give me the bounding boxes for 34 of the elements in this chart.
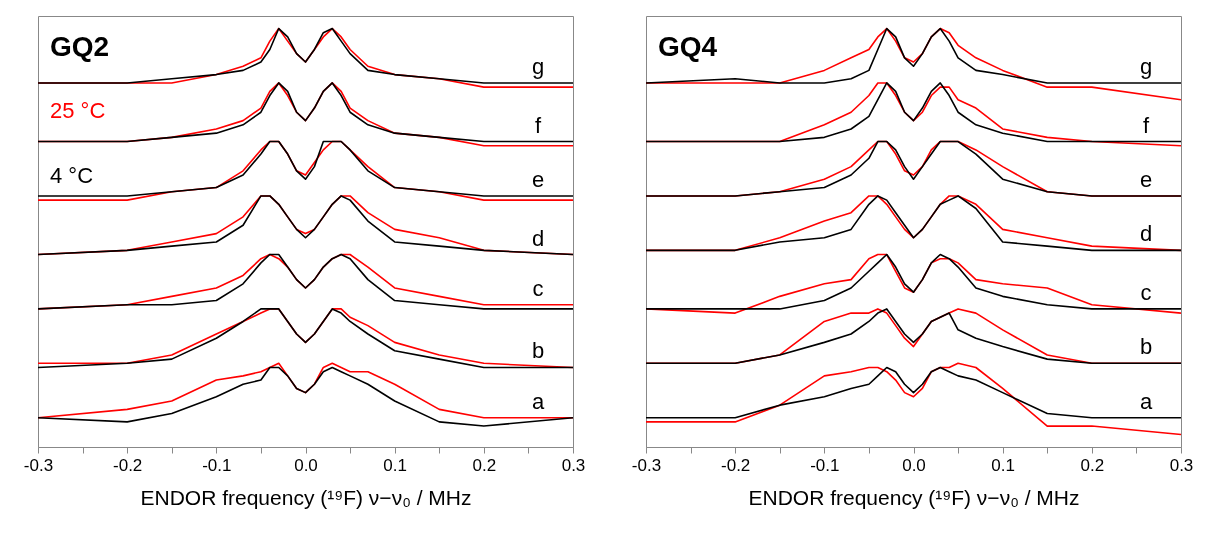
- x-tick-label: 0.1: [991, 455, 1015, 475]
- annotation: e: [1139, 166, 1153, 192]
- annotation: d: [1139, 221, 1153, 247]
- x-tick-label: 0.3: [1169, 455, 1194, 475]
- x-tick-label: 0.2: [1080, 455, 1105, 475]
- annotation: b: [1139, 334, 1153, 360]
- annotation: b: [531, 338, 545, 364]
- x-tick-label: 0.0: [902, 455, 926, 475]
- chart-title: GQ2: [50, 31, 110, 62]
- x-tick-label: -0.1: [810, 455, 840, 475]
- x-tick-label: -0.3: [23, 455, 54, 475]
- x-tick-label: 0.2: [472, 455, 497, 475]
- x-axis-title: ENDOR frequency (¹⁹F) ν−ν₀ / MHz: [140, 485, 472, 509]
- annotation: d: [531, 225, 545, 251]
- chart-title: GQ4: [658, 31, 718, 62]
- series-label: 25 °C: [50, 98, 106, 123]
- annotation: a: [1139, 388, 1153, 414]
- x-axis-title: ENDOR frequency (¹⁹F) ν−ν₀ / MHz: [748, 485, 1080, 509]
- annotation: c: [1140, 279, 1152, 305]
- x-tick-label: -0.3: [631, 455, 662, 475]
- x-tick-label: -0.2: [113, 455, 143, 475]
- x-tick-label: -0.1: [202, 455, 232, 475]
- annotation: g: [1139, 53, 1153, 79]
- text: 4 °C: [50, 163, 94, 188]
- annotation: f: [1142, 112, 1150, 138]
- annotation: f: [534, 112, 542, 138]
- annotation: c: [532, 275, 544, 301]
- x-tick-label: 0.3: [561, 455, 586, 475]
- annotation: g: [531, 53, 545, 79]
- x-tick-label: 0.0: [294, 455, 318, 475]
- annotation: a: [531, 388, 545, 414]
- x-tick-label: 0.1: [383, 455, 407, 475]
- annotation: e: [531, 166, 545, 192]
- x-tick-label: -0.2: [721, 455, 751, 475]
